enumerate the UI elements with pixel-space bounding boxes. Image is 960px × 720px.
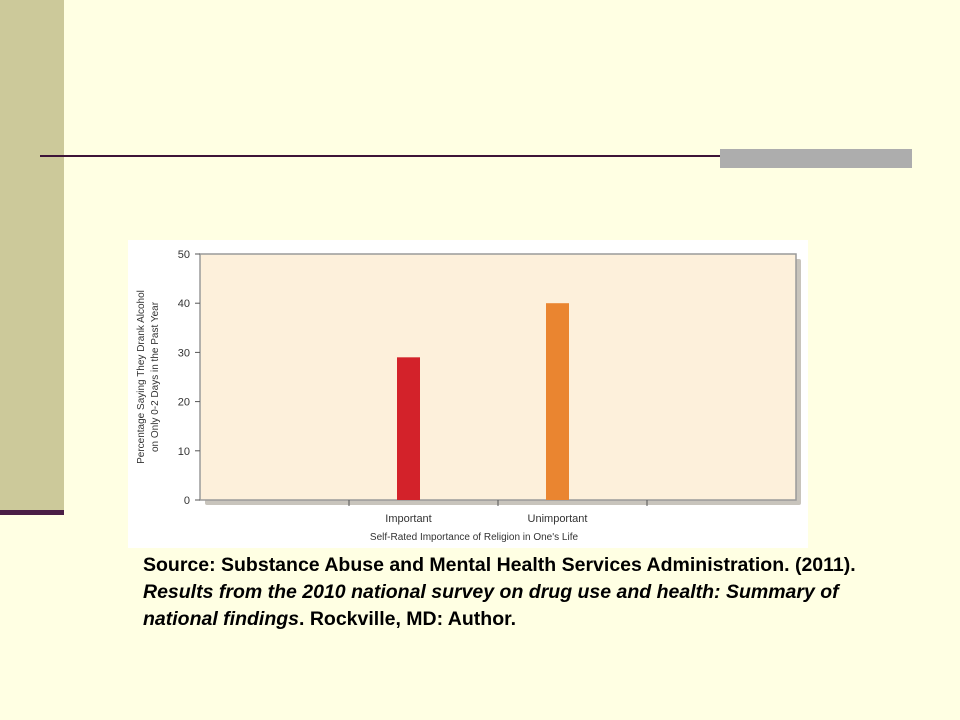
title-rule-accent [720, 149, 912, 168]
caption-report-title: Results from the 2010 national survey on… [143, 581, 839, 630]
x-tick-label: Important [385, 513, 431, 525]
bar-important [397, 357, 420, 500]
side-rule [0, 510, 64, 515]
side-band [0, 0, 64, 512]
chart: 0 10 20 30 40 50 Important Unimportant Self-Rate… [128, 240, 808, 548]
y-axis-label: Percentage Saying They Drank Alcohol [136, 290, 147, 464]
y-axis-label: on Only 0-2 Days in the Past Year [150, 301, 161, 452]
chart-svg: 0 10 20 30 40 50 Important Unimportant Self-Rate… [136, 249, 801, 543]
caption-publisher: . Rockville, MD: Author. [299, 608, 517, 630]
y-tick-label: 10 [178, 446, 190, 458]
y-tick-label: 40 [178, 298, 190, 310]
plot-area [199, 253, 797, 501]
x-tick-label: Unimportant [528, 513, 588, 525]
title-rule [40, 155, 912, 157]
y-tick-label: 20 [178, 397, 190, 409]
source-caption: Source: Substance Abuse and Mental Healt… [143, 552, 873, 633]
y-tick-label: 30 [178, 347, 190, 359]
bar-unimportant [546, 303, 569, 500]
x-axis-label: Self-Rated Importance of Religion in One… [370, 532, 579, 543]
caption-source: Source: Substance Abuse and Mental Healt… [143, 554, 856, 576]
y-tick-label: 50 [178, 249, 190, 261]
y-tick-label: 0 [184, 495, 190, 507]
